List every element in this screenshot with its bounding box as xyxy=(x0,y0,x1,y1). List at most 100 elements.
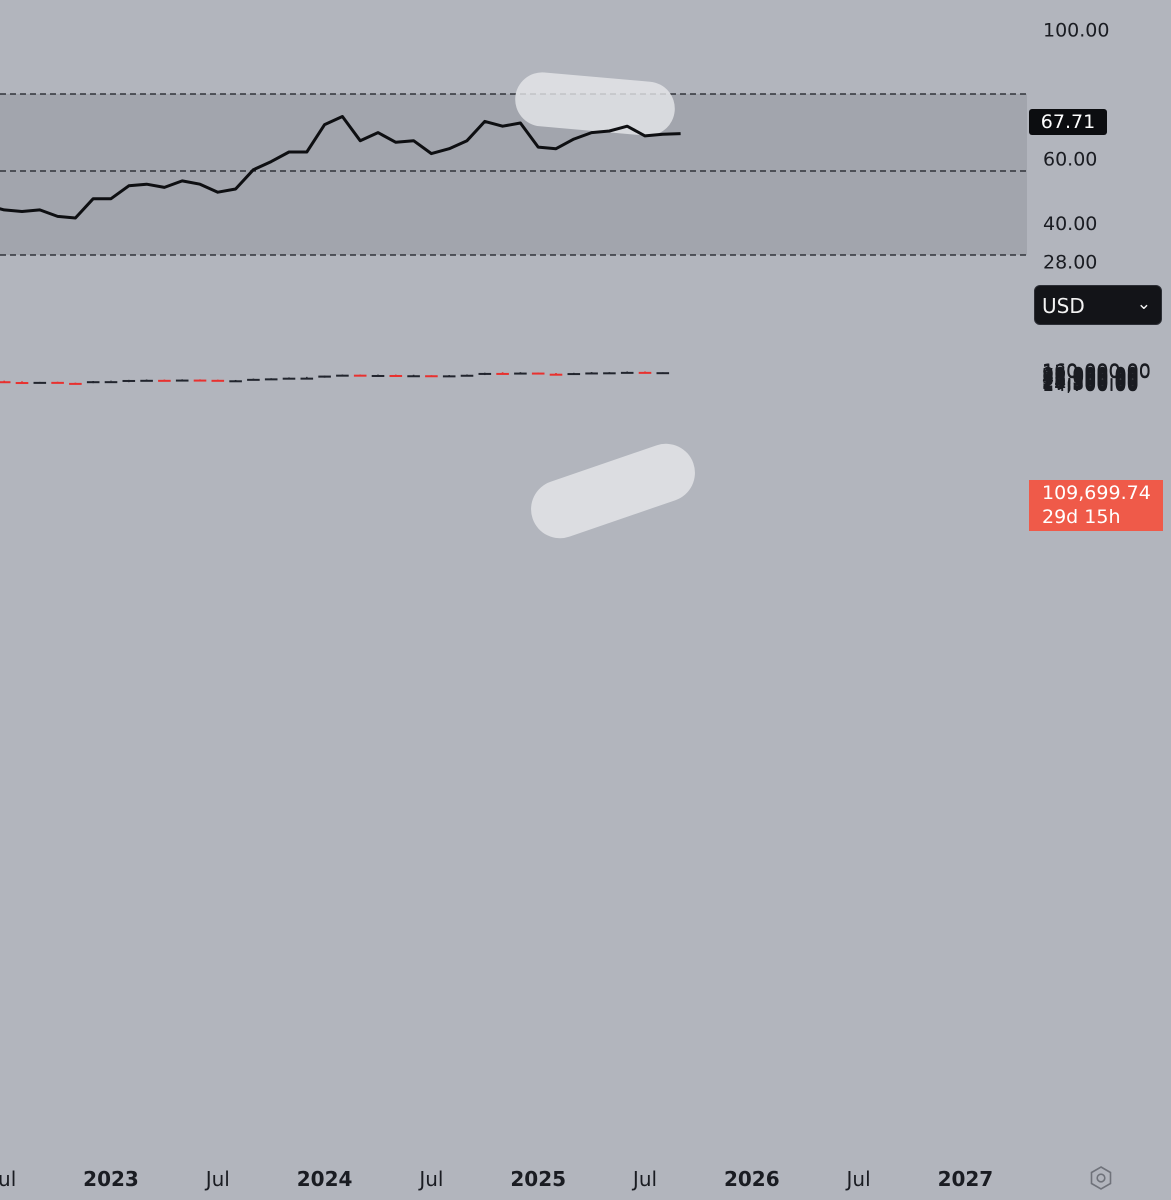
candle-body xyxy=(549,373,563,376)
x-tick-label: Jul xyxy=(845,1167,871,1191)
candle xyxy=(549,373,563,376)
candle-body xyxy=(567,373,581,376)
x-tick-label: 2025 xyxy=(510,1167,566,1191)
candle-body xyxy=(442,375,456,378)
rsi-highlight xyxy=(515,72,675,136)
candle-body xyxy=(300,377,314,380)
candle xyxy=(353,374,367,377)
candle xyxy=(104,380,118,384)
candle xyxy=(158,379,171,382)
candle xyxy=(460,374,474,377)
price-panel: 160,000.00130,000.0090,000.0075,000.0063… xyxy=(0,360,1151,1191)
candle-body xyxy=(86,381,100,384)
candle-body xyxy=(175,379,189,382)
candle-body xyxy=(264,378,278,381)
candle xyxy=(122,379,136,383)
candle-body xyxy=(104,381,118,384)
candle-body xyxy=(15,382,29,385)
candle-body xyxy=(531,372,545,375)
x-tick-label: Jul xyxy=(417,1167,443,1191)
candle xyxy=(69,382,82,385)
candle xyxy=(15,381,29,385)
price-tick-label: 24,500.00 xyxy=(1042,371,1139,393)
price-tick-label: 17,300.00 xyxy=(1042,373,1139,395)
candle xyxy=(33,381,47,384)
price-tick-label: 90,000.00 xyxy=(1042,363,1139,385)
candle-body xyxy=(69,382,82,385)
candle-body xyxy=(620,371,634,374)
rsi-tick-label: 60.00 xyxy=(1043,148,1097,170)
candle xyxy=(140,379,153,382)
rsi-tick-label: 40.00 xyxy=(1043,213,1097,235)
chevron-down-icon: ⌄ xyxy=(1136,294,1151,314)
candle xyxy=(620,371,634,374)
candle-body xyxy=(140,379,153,382)
candle-body xyxy=(585,372,598,375)
candle xyxy=(264,378,278,381)
candle-body xyxy=(371,374,385,377)
candle xyxy=(211,379,225,382)
price-tick-label: 160,000.00 xyxy=(1042,360,1151,382)
x-tick-label: 2023 xyxy=(83,1167,139,1191)
rsi-panel: 100.00 60.00 40.00 28.00 xyxy=(0,20,1109,273)
candle xyxy=(478,372,492,376)
candle xyxy=(0,380,11,384)
currency-dropdown[interactable]: USD ⌄ xyxy=(1034,285,1162,325)
x-tick-label: 2027 xyxy=(938,1167,994,1191)
candle-body xyxy=(51,381,64,384)
candle-body xyxy=(656,372,670,375)
candle-body xyxy=(122,379,136,382)
candle-body xyxy=(158,379,171,382)
candle-body xyxy=(318,375,331,378)
candle xyxy=(371,374,385,377)
candle xyxy=(193,379,207,382)
price-tick-label: 75,000.00 xyxy=(1042,364,1139,386)
price-tick-label: 51,000.00 xyxy=(1042,367,1139,389)
candle-body xyxy=(389,374,403,377)
candle-body xyxy=(638,371,652,374)
last-price-value: 109,699.74 xyxy=(1042,482,1151,504)
candle-body xyxy=(425,375,438,378)
candle xyxy=(51,381,64,384)
price-tick-label: 29,500.00 xyxy=(1042,370,1139,392)
candle xyxy=(229,379,242,383)
price-tick-label: 35,500.00 xyxy=(1042,369,1139,391)
price-tick-label: 43,500.00 xyxy=(1042,368,1139,390)
candle xyxy=(300,376,314,380)
candle-body xyxy=(460,374,474,377)
candle xyxy=(389,374,403,377)
candle xyxy=(585,372,598,375)
rsi-line xyxy=(0,115,681,220)
x-tick-label: 2024 xyxy=(297,1167,353,1191)
candle-body xyxy=(282,377,296,380)
candle xyxy=(603,372,616,375)
candle xyxy=(282,377,296,380)
candle-body xyxy=(33,381,47,384)
candle xyxy=(175,379,189,382)
candle xyxy=(336,374,349,377)
candle-body xyxy=(229,380,242,383)
candle-body xyxy=(247,378,260,381)
candle xyxy=(407,374,420,378)
candle-body xyxy=(0,381,11,384)
candle xyxy=(247,378,260,381)
candle xyxy=(425,375,438,378)
candle-body xyxy=(407,375,420,378)
price-tick-label: 63,000.00 xyxy=(1042,365,1139,387)
candle-body xyxy=(514,372,527,375)
candle-body xyxy=(478,372,492,375)
candle-body xyxy=(496,372,509,375)
settings-icon[interactable] xyxy=(1088,1165,1114,1191)
candle xyxy=(442,375,456,378)
currency-dropdown-value: USD xyxy=(1042,294,1085,318)
candle-body xyxy=(211,379,225,382)
candle-body xyxy=(603,372,616,375)
candle xyxy=(656,372,670,375)
rsi-band xyxy=(0,94,1027,255)
x-tick-label: Jul xyxy=(204,1167,230,1191)
price-tick-label: 130,000.00 xyxy=(1042,361,1151,383)
x-tick-label: Jul xyxy=(0,1167,16,1191)
candle-body xyxy=(353,374,367,377)
candle xyxy=(638,371,652,374)
